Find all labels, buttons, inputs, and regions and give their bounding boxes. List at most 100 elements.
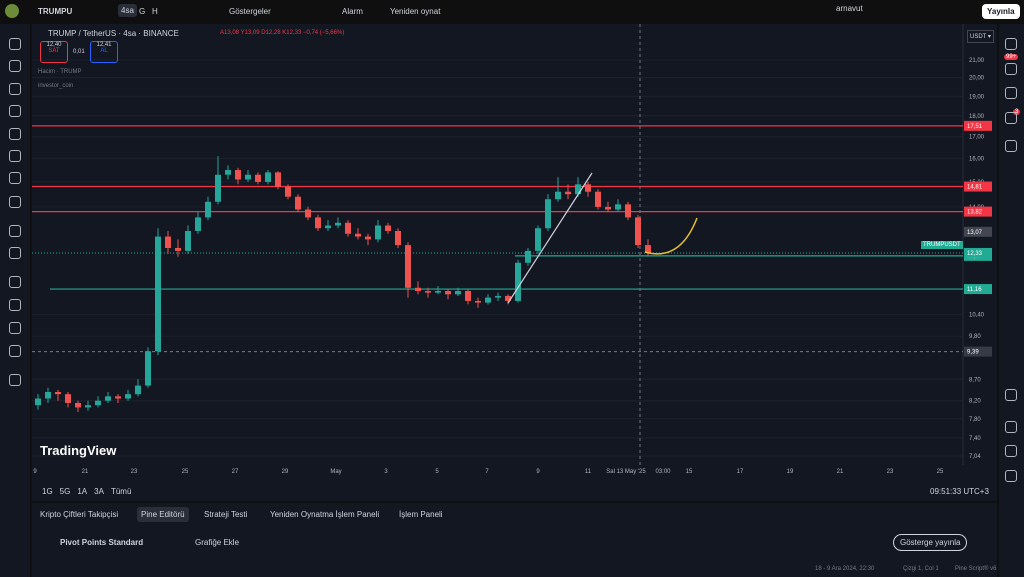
level-label: 14,81 <box>967 185 983 191</box>
curve-drawing <box>644 217 698 255</box>
candle-body <box>285 186 291 197</box>
publish-button[interactable]: Yayınla <box>982 4 1020 19</box>
side-icon[interactable] <box>1005 470 1017 482</box>
candle-body <box>155 236 161 352</box>
style-g[interactable]: G <box>139 7 146 16</box>
style-h[interactable]: H <box>152 7 158 16</box>
candle-body <box>615 204 621 210</box>
candle-body <box>115 396 121 399</box>
tool-icon[interactable] <box>9 225 21 237</box>
alarm-button[interactable]: Alarm <box>342 7 363 16</box>
sell-box[interactable]: 12,40 SAT <box>40 41 68 63</box>
tool-icon[interactable] <box>9 150 21 162</box>
publish-indicator[interactable]: Gösterge yayınla <box>893 534 968 551</box>
x-tick-label: 9 <box>536 469 540 475</box>
x-tick-label: May <box>330 469 341 475</box>
tool-icon[interactable] <box>9 276 21 288</box>
candle-body <box>225 170 231 175</box>
trend-line <box>507 172 593 304</box>
tool-icon[interactable] <box>9 299 21 311</box>
interval[interactable]: 4sa <box>118 4 137 17</box>
prev_price-label: 13,07 <box>967 230 983 236</box>
price-tick-label: 9,80 <box>969 334 981 340</box>
status-cursor: Çizgi 1, Col 1 <box>903 566 939 572</box>
tool-icon[interactable] <box>9 38 21 50</box>
x-tick-label: 21 <box>837 469 844 475</box>
candle-body <box>465 291 471 301</box>
buy-box[interactable]: 12,41 AL <box>90 41 118 63</box>
time-range-bar <box>32 481 997 501</box>
range-button[interactable]: 1A <box>77 487 88 496</box>
tool-icon[interactable] <box>9 83 21 95</box>
symbol-tag: TRUMPUSDT <box>921 241 963 249</box>
currency[interactable]: USDT ▾ <box>967 30 994 43</box>
candle-body <box>485 297 491 303</box>
range-button[interactable]: 3A <box>94 487 104 496</box>
candle-body <box>85 405 91 408</box>
level-label: 13,82 <box>967 210 983 216</box>
level-label-box <box>964 284 992 295</box>
x-tick-label: 5 <box>435 469 439 475</box>
x-tick-label: 21 <box>82 469 89 475</box>
panel-tab[interactable]: Pine Editörü <box>137 507 189 522</box>
side-icon[interactable] <box>1005 112 1017 124</box>
avatar[interactable] <box>5 4 19 18</box>
candle-body <box>435 291 441 293</box>
tool-icon[interactable] <box>9 374 21 386</box>
indicators-button[interactable]: Göstergeler <box>229 7 271 16</box>
clock: 09:51:33 UTC+3 <box>930 487 989 496</box>
candle-body <box>575 184 581 195</box>
x-tick-label: 9 <box>33 469 37 475</box>
price-tick-label: 10,40 <box>969 313 985 319</box>
user-name[interactable]: arnavut <box>836 4 863 13</box>
tool-icon[interactable] <box>9 60 21 72</box>
candle-body <box>55 392 61 395</box>
x-tick-label: 11 <box>585 469 592 475</box>
candle-body <box>535 228 541 251</box>
tool-icon[interactable] <box>9 345 21 357</box>
side-icon[interactable] <box>1005 63 1017 75</box>
panel-tab[interactable]: Kripto Çiftleri Takipçisi <box>40 510 119 519</box>
side-icon[interactable] <box>1005 140 1017 152</box>
side-icon[interactable] <box>1005 389 1017 401</box>
side-icon[interactable] <box>1005 87 1017 99</box>
add-to-chart[interactable]: Grafiğe Ekle <box>195 538 240 547</box>
x-tick-label: 29 <box>282 469 289 475</box>
candle-body <box>475 300 481 303</box>
candle-body <box>635 217 641 246</box>
price-tick-label: 19,00 <box>969 94 985 100</box>
tool-icon[interactable] <box>9 128 21 140</box>
panel-tab[interactable]: Yeniden Oynatma İşlem Paneli <box>270 510 380 519</box>
candle-body <box>455 291 461 295</box>
x-tick-label: 19 <box>787 469 794 475</box>
panel-tab[interactable]: Strateji Testi <box>204 510 248 519</box>
candle-body <box>145 351 151 386</box>
right-toolbar <box>999 24 1024 577</box>
buy-label: AL <box>100 48 108 54</box>
sell-price: 12,40 <box>46 42 62 48</box>
range-button[interactable]: 5G <box>59 487 71 496</box>
chart-pane <box>32 24 997 500</box>
script-name[interactable]: Pivot Points Standard <box>60 538 144 547</box>
range-button[interactable]: 1G <box>42 487 53 496</box>
price-tick-label: 7,40 <box>969 436 981 442</box>
replay-button[interactable]: Yeniden oynat <box>390 7 441 16</box>
tool-icon[interactable] <box>9 105 21 117</box>
price-tick-label: 17,00 <box>969 135 985 141</box>
range-button[interactable]: Tümü <box>110 487 132 496</box>
x-tick-label: 7 <box>485 469 489 475</box>
panel-tab[interactable]: İşlem Paneli <box>399 510 443 519</box>
candle-body <box>35 398 41 406</box>
side-icon[interactable] <box>1005 38 1017 50</box>
price-tick-label: 20,00 <box>969 76 985 82</box>
tool-icon[interactable] <box>9 172 21 184</box>
side-icon[interactable] <box>1005 445 1017 457</box>
tool-icon[interactable] <box>9 322 21 334</box>
tool-icon[interactable] <box>9 247 21 259</box>
tool-icon[interactable] <box>9 196 21 208</box>
price-tick-label: 7,80 <box>969 417 981 423</box>
symbol[interactable]: TRUMPU <box>38 7 73 16</box>
side-icon[interactable] <box>1005 421 1017 433</box>
price-tick-label: 18,00 <box>969 114 985 120</box>
candle-body <box>105 396 111 401</box>
